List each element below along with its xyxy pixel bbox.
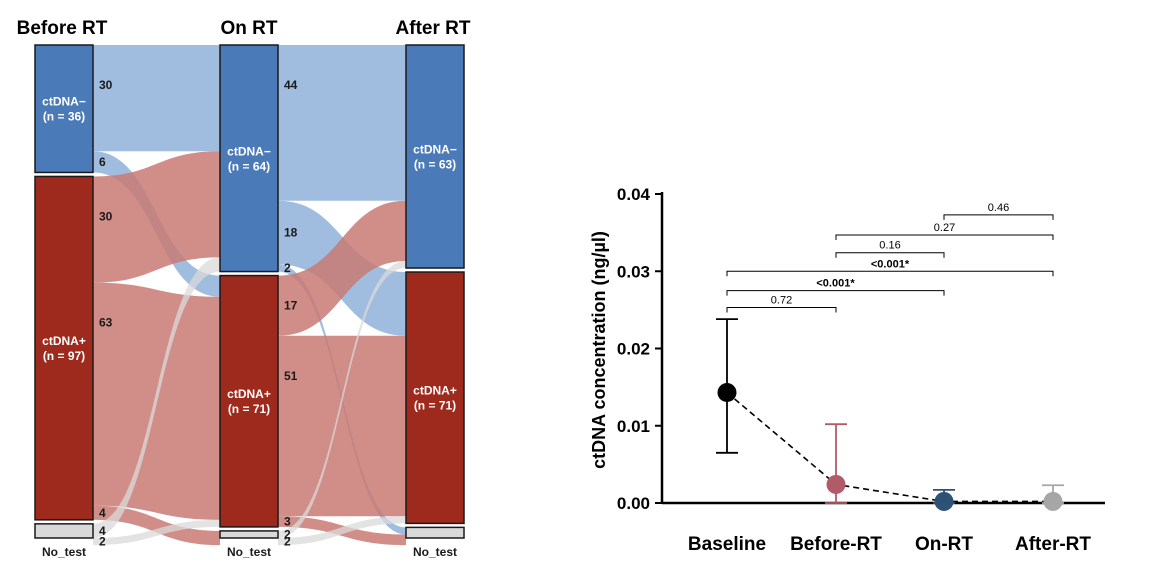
p-value-label: <0.001* [871,258,910,270]
sankey-node [34,523,94,539]
stage-title: On RT [221,18,278,39]
flow-value-label: 6 [99,155,106,169]
stage-title: After RT [396,18,471,39]
node-count-label: (n = 63) [414,158,456,172]
sankey-flow [278,200,406,336]
comparison-bracket [835,252,945,258]
x-tick-label: After-RT [1015,534,1091,555]
sankey-flow [93,505,220,546]
sankey-node [405,271,465,525]
node-label: ctDNA− [42,95,86,109]
sankey-node [219,530,279,539]
flow-value-label: 2 [284,527,291,541]
sankey-flow [278,335,406,517]
y-tick-label: 0.01 [617,417,650,436]
node-count-label: (n = 64) [228,159,270,173]
node-label: ctDNA+ [413,384,457,398]
flow-value-label: 63 [99,316,113,330]
comparison-bracket [726,270,1054,277]
data-point [934,491,954,511]
y-tick-label: 0.04 [617,185,651,204]
flow-value-label: 2 [284,535,291,549]
comparison-bracket [835,234,1054,240]
flow-value-label: 2 [99,535,106,549]
node-label: ctDNA+ [227,387,271,401]
flow-value-label: 17 [284,299,298,313]
flow-value-label: 3 [284,515,291,529]
node-count-label: (n = 71) [228,402,270,416]
y-tick-label: 0.00 [617,494,650,513]
sankey-node [34,175,94,521]
comparison-bracket [943,214,1054,220]
sankey-node [405,526,465,539]
p-value-label: 0.16 [879,240,900,252]
sankey-flow [93,151,220,283]
node-label-no-test: No_test [413,545,457,559]
node-count-label: (n = 36) [43,110,85,124]
p-value-label: 0.27 [934,222,955,234]
comparison-bracket [726,307,837,313]
sankey-node [34,44,94,174]
node-label-no-test: No_test [227,545,271,559]
comparison-bracket [726,290,945,296]
data-point [826,474,846,494]
node-count-label: (n = 97) [43,349,85,363]
y-tick-label: 0.02 [617,340,650,359]
flow-value-label: 44 [284,78,298,92]
flow-value-label: 4 [99,524,106,538]
sankey-flow [93,257,220,538]
p-value-label: <0.001* [816,278,855,290]
flow-value-label: 51 [284,369,298,383]
x-tick-label: Baseline [688,534,766,555]
node-label: ctDNA− [227,144,271,158]
sankey-flow [93,45,220,152]
sankey-flow [278,45,406,201]
ctdna-concentration-chart: 0.00 0.01 0.02 0.03 0.04 ctDNA concentration … [589,185,1105,555]
flow-value-label: 30 [99,209,113,223]
sankey-flow [93,519,220,546]
stage-title: Before RT [17,18,108,39]
sankey-node [219,274,279,528]
y-axis-label: ctDNA concentration (ng/µl) [589,231,609,469]
sankey-flows [93,45,406,546]
p-value-label: 0.46 [988,202,1009,214]
node-label: ctDNA− [413,143,457,157]
flow-value-label: 18 [284,226,298,240]
trend-line [726,391,1053,503]
y-tick-label: 0.03 [617,262,650,281]
node-label-no-test: No_test [42,545,86,559]
p-value-label: 0.72 [771,295,792,307]
sankey-flow [278,260,406,538]
x-tick-label: Before-RT [790,534,882,555]
flow-value-label: 4 [99,506,106,520]
flow-value-label: 30 [99,78,113,92]
sankey-node [405,44,465,269]
flow-value-label: 2 [284,261,291,275]
node-count-label: (n = 71) [414,399,456,413]
data-point [717,383,737,403]
sankey-node [219,44,279,273]
x-tick-label: On-RT [915,534,973,555]
data-point [1043,491,1063,511]
node-label: ctDNA+ [42,334,86,348]
sankey-flow [278,516,406,546]
